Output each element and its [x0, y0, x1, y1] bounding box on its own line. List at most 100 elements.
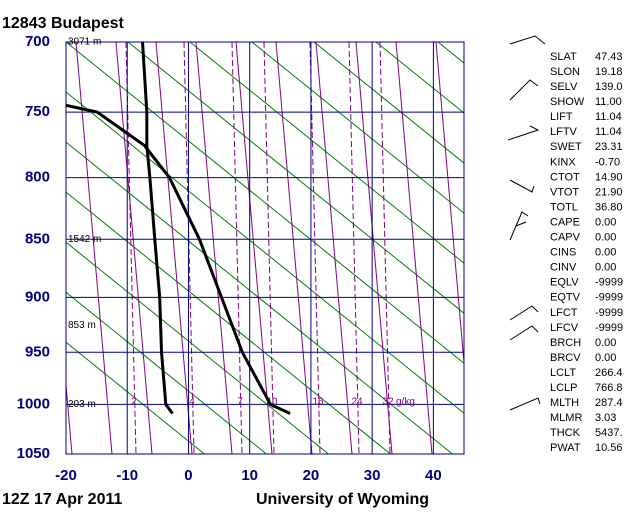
- mixing-ratio-label: 32: [382, 397, 394, 408]
- index-name: SLON: [550, 66, 580, 78]
- height-label: 3071 m: [68, 37, 101, 48]
- x-tick-label: -10: [116, 467, 138, 484]
- dry-adiabat: [66, 91, 464, 414]
- index-name: BRCV: [550, 352, 581, 364]
- dry-adiabat: [66, 341, 206, 454]
- index-value: 11.00: [595, 96, 622, 108]
- moist-adiabat: [75, 42, 113, 454]
- moist-adiabat: [155, 42, 193, 454]
- index-value: 36.80: [595, 201, 623, 213]
- wind-barb: [509, 397, 541, 411]
- dry-adiabat: [624, 42, 640, 494]
- moist-adiabat: [315, 42, 353, 454]
- index-name: EQLV: [550, 277, 579, 289]
- source-label: University of Wyoming: [256, 491, 429, 508]
- index-value: 5437.: [595, 427, 623, 439]
- wind-barb: [509, 35, 546, 45]
- x-tick-label: 40: [425, 467, 442, 484]
- dry-adiabat: [66, 191, 392, 454]
- index-name: SWET: [550, 141, 582, 153]
- index-name: VTOT: [550, 186, 579, 198]
- index-name: KINX: [550, 156, 576, 168]
- index-name: LFCT: [550, 307, 578, 319]
- dry-adiabat: [66, 241, 330, 454]
- wind-barb: [515, 221, 527, 227]
- y-tick-label: 900: [25, 288, 50, 305]
- index-value: -9999: [595, 307, 623, 319]
- moist-adiabat: [355, 42, 393, 454]
- index-name: THCK: [550, 427, 581, 439]
- mixing-ratio-label: 2: [131, 397, 137, 408]
- dry-adiabat: [189, 42, 464, 264]
- background-lines: [66, 42, 640, 494]
- moist-adiabat: [516, 42, 552, 454]
- index-name: SELV: [550, 81, 578, 93]
- x-tick-label: 0: [184, 467, 192, 484]
- plot-frame: [65, 41, 465, 455]
- index-name: PWAT: [550, 442, 581, 454]
- dry-adiabat: [66, 141, 454, 454]
- index-name: LCLP: [550, 382, 578, 394]
- y-tick-label: 700: [25, 33, 50, 50]
- moist-adiabat: [235, 42, 273, 454]
- height-label: 203 m: [68, 399, 96, 410]
- y-tick-label: 800: [25, 169, 50, 186]
- wind-barb: [509, 179, 535, 193]
- index-name: CINV: [550, 262, 577, 274]
- dry-adiabat: [66, 291, 268, 454]
- wind-barb: [509, 211, 529, 241]
- chart-title: 12843 Budapest: [2, 15, 125, 32]
- index-name: LCLT: [550, 367, 576, 379]
- dry-adiabat: [66, 42, 464, 364]
- index-name: SHOW: [550, 96, 585, 108]
- index-name: EQTV: [550, 292, 581, 304]
- index-value: 11.04: [595, 111, 622, 123]
- index-name: CAPV: [550, 232, 581, 244]
- index-value: 266.4: [595, 367, 623, 379]
- mixing-ratio-line: [348, 42, 360, 454]
- index-name: TOTL: [550, 201, 578, 213]
- moist-adiabat: [395, 42, 433, 454]
- index-value: -9999: [595, 277, 623, 289]
- index-value: 47.43: [595, 51, 623, 63]
- index-name: LFTV: [550, 126, 578, 138]
- index-value: -9999: [595, 322, 623, 334]
- moist-adiabat: [275, 42, 313, 454]
- mixing-ratio-line: [379, 42, 391, 454]
- height-label: 1542 m: [68, 234, 101, 245]
- plot-area: [66, 42, 640, 494]
- index-value: 139.0: [595, 81, 623, 93]
- index-name: CTOT: [550, 171, 580, 183]
- y-tick-label: 750: [25, 103, 50, 120]
- mixing-ratio-line: [183, 42, 195, 454]
- profile-line: [65, 103, 291, 415]
- index-value: 23.31: [595, 141, 623, 153]
- index-value: 766.8: [595, 382, 623, 394]
- index-value: 0.00: [595, 262, 616, 274]
- index-name: BRCH: [550, 337, 581, 349]
- index-value: 10.56: [595, 442, 623, 454]
- mixing-ratio-label: 24: [351, 397, 363, 408]
- index-value: -9999: [595, 292, 623, 304]
- index-value: 19.18: [595, 66, 623, 78]
- index-name: MLTH: [550, 397, 579, 409]
- x-tick-label: 20: [303, 467, 320, 484]
- wind-barb: [507, 125, 540, 141]
- dry-adiabat: [313, 42, 464, 164]
- mixing-ratio-line: [263, 42, 275, 454]
- index-value: 11.04: [595, 126, 622, 138]
- date-label: 12Z 17 Apr 2011: [2, 491, 122, 508]
- y-tick-label: 1050: [17, 445, 50, 462]
- mixing-ratio-label: 16: [312, 397, 324, 408]
- index-name: CAPE: [550, 216, 580, 228]
- index-value: 0.00: [595, 216, 616, 228]
- wind-barb: [509, 79, 539, 101]
- index-value: 14.90: [595, 171, 623, 183]
- index-value: 0.00: [595, 352, 616, 364]
- moist-adiabat: [476, 42, 512, 454]
- index-name: MLMR: [550, 412, 582, 424]
- moist-adiabat: [435, 42, 464, 369]
- x-tick-label: 30: [364, 467, 381, 484]
- wind-barb: [509, 305, 539, 321]
